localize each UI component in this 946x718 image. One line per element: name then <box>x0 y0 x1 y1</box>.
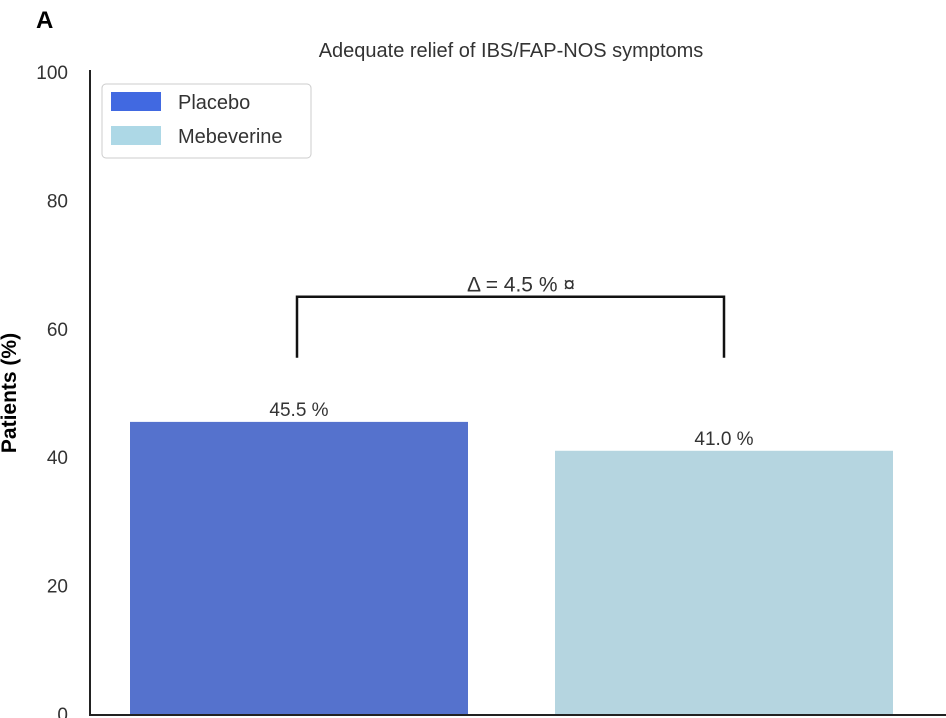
y-tick-label: 80 <box>47 191 68 212</box>
chart-title: Adequate relief of IBS/FAP-NOS symptoms <box>319 40 704 62</box>
data-label: 41.0 % <box>694 429 753 450</box>
data-label: 45.5 % <box>269 400 328 421</box>
y-tick-label: 40 <box>47 448 68 469</box>
y-tick-label: 60 <box>47 320 68 341</box>
y-axis-label: Patients (%) <box>0 333 21 453</box>
legend: Placebo Mebeverine <box>101 83 312 159</box>
y-tick-label: 100 <box>36 63 68 84</box>
legend-swatch-mebeverine <box>111 126 161 145</box>
legend-label-mebeverine: Mebeverine <box>178 126 283 148</box>
legend-swatch-placebo <box>111 92 161 111</box>
y-tick-label: 0 <box>57 705 68 718</box>
legend-label-placebo: Placebo <box>178 92 250 114</box>
y-tick-label: 20 <box>47 577 68 598</box>
bar-placebo <box>130 421 468 714</box>
significance-bracket <box>295 295 726 358</box>
panel-label: A <box>36 7 53 34</box>
difference-annotation: Δ = 4.5 % ¤ <box>467 274 575 297</box>
bar-mebeverine <box>555 450 893 714</box>
